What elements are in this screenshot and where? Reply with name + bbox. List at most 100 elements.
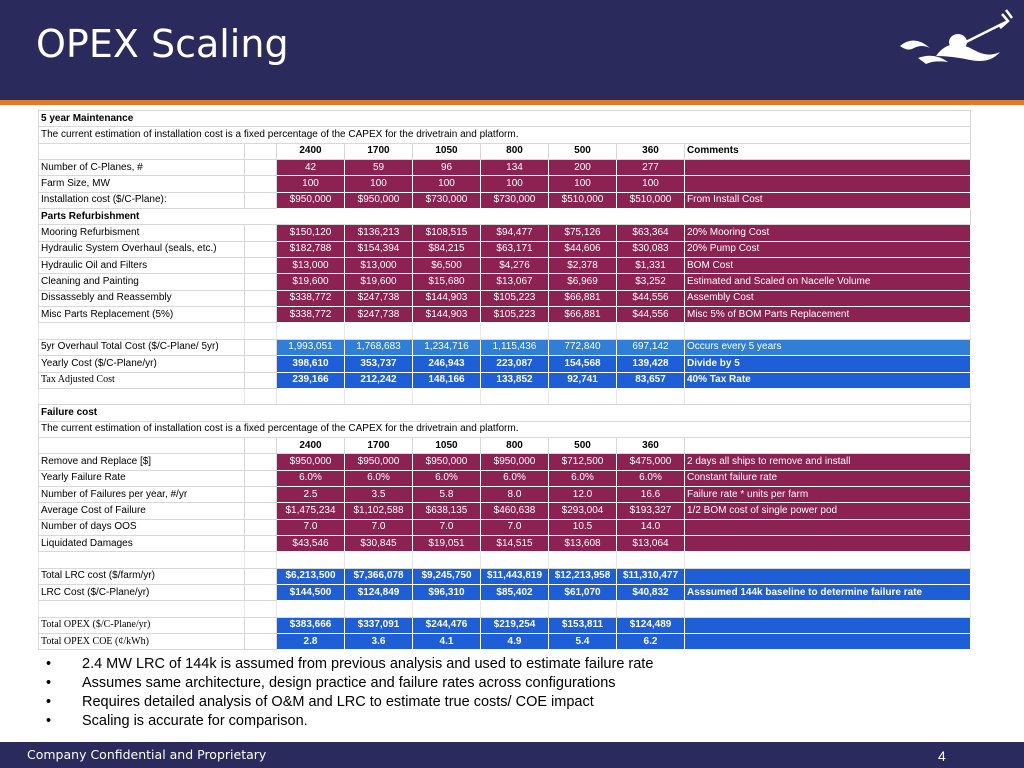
empty-cell	[244, 159, 277, 177]
value-cell: 5.4	[548, 632, 617, 651]
column-header: 360	[616, 142, 685, 161]
comment-cell: 2 days all ships to remove and install	[683, 453, 972, 471]
comment-cell: Asssumed 144k baseline to determine fail…	[683, 583, 972, 602]
value-cell: $154,394	[344, 240, 413, 259]
table-row: Total OPEX ($/C-Plane/yr) $383,666 $337,09…	[38, 616, 972, 635]
failure-note-text: The current estimation of installation c…	[37, 420, 972, 438]
empty-cell	[38, 142, 245, 161]
table-row: 5yr Overhaul Total Cost ($/C-Plane/ 5yr)…	[38, 338, 972, 357]
value-cell: 7.0	[480, 518, 549, 536]
footer-bar: Company Confidential and Proprietary 4	[0, 742, 1024, 768]
column-header: 2400	[276, 142, 345, 161]
bullet-dot: •	[46, 713, 52, 729]
value-cell: $12,213,958	[548, 567, 617, 585]
value-cell: 212,242	[344, 371, 413, 389]
table-row: LRC Cost ($/C-Plane/yr) $144,500 $124,849 $…	[38, 583, 972, 602]
value-cell: $182,788	[276, 240, 345, 259]
row-label: Liquidated Damages	[38, 534, 245, 553]
parts-title: Parts Refurbishment	[37, 208, 972, 226]
empty-cell	[38, 322, 245, 340]
empty-cell	[244, 142, 277, 161]
empty-cell	[38, 436, 245, 455]
empty-cell	[683, 551, 972, 569]
bullet-dot: •	[46, 675, 52, 691]
value-cell: $950,000	[344, 191, 413, 210]
row-label: Total OPEX COE (¢/kWh)	[38, 632, 245, 651]
empty-cell	[683, 322, 972, 340]
value-cell: 697,142	[616, 338, 685, 357]
comment-cell: Divide by 5	[683, 355, 972, 373]
value-cell: 7.0	[276, 518, 345, 536]
value-cell: $950,000	[344, 453, 413, 471]
value-cell: $75,126	[548, 224, 617, 242]
empty-cell	[244, 322, 277, 340]
comment-cell	[683, 159, 972, 177]
value-cell: 6.0%	[412, 469, 481, 487]
value-cell: $6,213,500	[276, 567, 345, 585]
empty-cell	[412, 387, 481, 406]
value-cell: 148,166	[412, 371, 481, 389]
value-cell: $40,832	[616, 583, 685, 602]
comment-cell: 20% Pump Cost	[683, 240, 972, 259]
table-row: Yearly Cost ($/C-Plane/yr) 398,610 353,737…	[38, 355, 972, 373]
value-cell: 42	[276, 159, 345, 177]
value-cell: 200	[548, 159, 617, 177]
row-label: Number of C-Planes, #	[38, 159, 245, 177]
parts-title-text: Parts Refurbishment	[37, 208, 972, 226]
empty-cell	[244, 583, 277, 602]
value-cell: $193,327	[616, 502, 685, 520]
column-header: 2400	[276, 436, 345, 455]
value-cell: 12.0	[548, 485, 617, 504]
table-row: Number of Failures per year, #/yr 2.5 3.5 5…	[38, 485, 972, 504]
value-cell: $1,331	[616, 257, 685, 275]
empty-cell	[244, 616, 277, 635]
comment-cell: Assembly Cost	[683, 289, 972, 308]
value-cell: 3.5	[344, 485, 413, 504]
bullet-list: • 2.4 MW LRC of 144k is assumed from prev…	[46, 656, 653, 732]
column-header: 360	[616, 436, 685, 455]
empty-cell	[616, 387, 685, 406]
row-label: Farm Size, MW	[38, 175, 245, 193]
empty-cell	[244, 567, 277, 585]
value-cell: $730,000	[480, 191, 549, 210]
empty-cell	[548, 600, 617, 618]
empty-cell	[344, 322, 413, 340]
value-cell: 7.0	[412, 518, 481, 536]
value-cell: 6.0%	[276, 469, 345, 487]
value-cell: 6.2	[616, 632, 685, 651]
row-label: Total LRC cost ($/farm/yr)	[38, 567, 245, 585]
value-cell: $247,738	[344, 289, 413, 308]
value-cell: 14.0	[616, 518, 685, 536]
bullet-item: • Requires detailed analysis of O&M and L…	[46, 694, 653, 713]
value-cell: 2.8	[276, 632, 345, 651]
column-header: 500	[548, 436, 617, 455]
empty-cell	[38, 600, 245, 618]
empty-cell	[244, 306, 277, 324]
value-cell: 133,852	[480, 371, 549, 389]
row-label: Misc Parts Replacement (5%)	[38, 306, 245, 324]
failure-title: Failure cost	[37, 404, 972, 422]
comment-cell: 20% Mooring Cost	[683, 224, 972, 242]
table-row: Liquidated Damages $43,546 $30,845 $19,051 $…	[38, 534, 972, 553]
table-row: Number of C-Planes, # 42 59 96 134 200 277	[38, 159, 972, 177]
value-cell: $950,000	[276, 453, 345, 471]
value-cell: 772,840	[548, 338, 617, 357]
value-cell: 246,943	[412, 355, 481, 373]
row-label: LRC Cost ($/C-Plane/yr)	[38, 583, 245, 602]
value-cell: $6,969	[548, 273, 617, 291]
empty-cell	[38, 387, 245, 406]
spacer-row	[38, 600, 972, 618]
value-cell: 100	[276, 175, 345, 193]
empty-cell	[344, 551, 413, 569]
value-cell: $144,903	[412, 289, 481, 308]
empty-cell	[480, 551, 549, 569]
value-cell: $638,135	[412, 502, 481, 520]
bullet-text: 2.4 MW LRC of 144k is assumed from previ…	[82, 656, 654, 672]
table-row: Mooring Refurbisment $150,120 $136,213 $108…	[38, 224, 972, 242]
value-cell: $14,515	[480, 534, 549, 553]
value-cell: $94,477	[480, 224, 549, 242]
value-cell: $950,000	[276, 191, 345, 210]
empty-cell	[548, 387, 617, 406]
value-cell: $950,000	[480, 453, 549, 471]
opex-table-container: 5 year Maintenance The current estimation…	[37, 109, 972, 651]
